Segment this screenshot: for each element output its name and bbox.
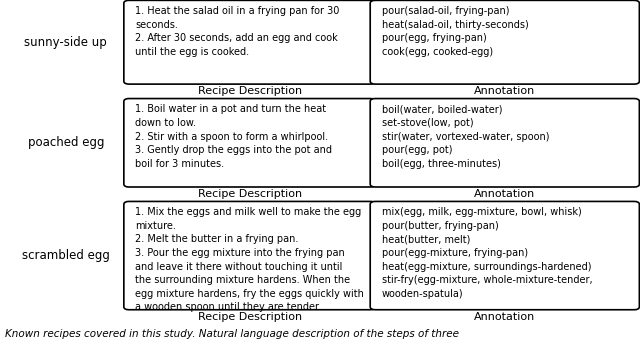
- Text: scrambled egg: scrambled egg: [22, 249, 109, 262]
- FancyBboxPatch shape: [124, 99, 375, 187]
- Text: Known recipes covered in this study. Natural language description of the steps o: Known recipes covered in this study. Nat…: [5, 329, 459, 339]
- Text: Annotation: Annotation: [474, 86, 536, 96]
- FancyBboxPatch shape: [124, 201, 375, 310]
- Text: sunny-side up: sunny-side up: [24, 36, 107, 49]
- FancyBboxPatch shape: [124, 0, 375, 84]
- Text: Recipe Description: Recipe Description: [198, 312, 301, 322]
- Text: 1. Mix the eggs and milk well to make the egg
mixture.
2. Melt the butter in a f: 1. Mix the eggs and milk well to make th…: [136, 207, 364, 312]
- Text: Recipe Description: Recipe Description: [198, 189, 301, 199]
- FancyBboxPatch shape: [370, 201, 639, 310]
- Text: boil(water, boiled-water)
set-stove(low, pot)
stir(water, vortexed-water, spoon): boil(water, boiled-water) set-stove(low,…: [381, 104, 549, 169]
- Text: Recipe Description: Recipe Description: [198, 86, 301, 96]
- FancyBboxPatch shape: [370, 99, 639, 187]
- Text: Annotation: Annotation: [474, 189, 536, 199]
- Text: Annotation: Annotation: [474, 312, 536, 322]
- FancyBboxPatch shape: [370, 0, 639, 84]
- Text: pour(salad-oil, frying-pan)
heat(salad-oil, thirty-seconds)
pour(egg, frying-pan: pour(salad-oil, frying-pan) heat(salad-o…: [381, 6, 529, 57]
- Text: poached egg: poached egg: [28, 136, 104, 149]
- Text: 1. Heat the salad oil in a frying pan for 30
seconds.
2. After 30 seconds, add a: 1. Heat the salad oil in a frying pan fo…: [136, 6, 340, 57]
- Text: 1. Boil water in a pot and turn the heat
down to low.
2. Stir with a spoon to fo: 1. Boil water in a pot and turn the heat…: [136, 104, 332, 169]
- Text: mix(egg, milk, egg-mixture, bowl, whisk)
pour(butter, frying-pan)
heat(butter, m: mix(egg, milk, egg-mixture, bowl, whisk)…: [381, 207, 593, 299]
